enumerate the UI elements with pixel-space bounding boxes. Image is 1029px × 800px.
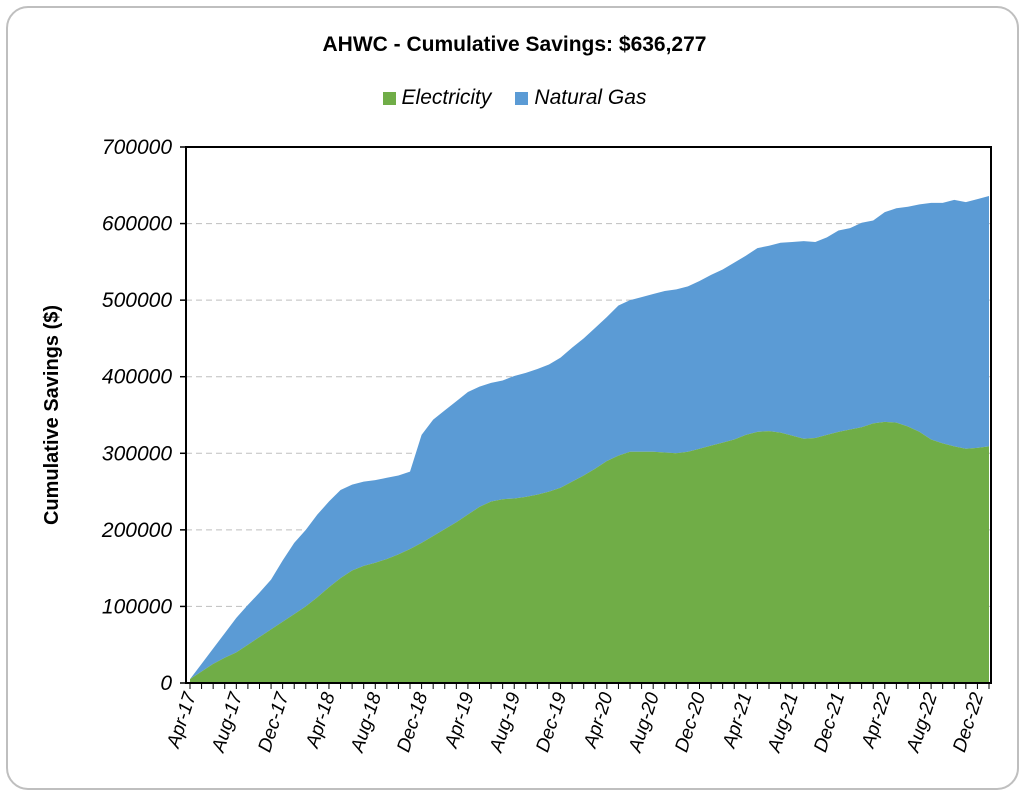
x-tick-label: Aug-19: [486, 690, 525, 756]
y-tick-label: 700000: [102, 136, 172, 159]
x-tick-label: Dec-17: [254, 689, 293, 755]
x-tick-label: Apr-21: [719, 690, 757, 751]
y-axis-label: Cumulative Savings ($): [41, 305, 63, 525]
x-tick-label: Apr-20: [580, 690, 618, 752]
x-tick-label: Aug-20: [625, 690, 664, 756]
x-tick-label: Aug-18: [347, 690, 386, 756]
y-tick-label: 300000: [102, 442, 172, 465]
y-tick-label: 200000: [101, 519, 172, 542]
y-tick-label: 0: [160, 672, 172, 695]
legend-item-electricity: Electricity: [382, 86, 492, 110]
y-tick-label: 400000: [102, 366, 172, 389]
legend-label-natural-gas: Natural Gas: [534, 86, 647, 109]
chart-legend: Electricity Natural Gas: [0, 86, 1029, 110]
area-electricity: [190, 421, 989, 683]
x-tick-label: Aug-21: [764, 690, 803, 756]
y-tick-label: 500000: [102, 289, 172, 312]
legend-label-electricity: Electricity: [401, 86, 492, 109]
y-tick-label: 600000: [102, 213, 172, 236]
x-tick-label: Aug-22: [903, 690, 942, 756]
x-tick-label: Dec-18: [393, 690, 432, 755]
x-tick-label: Apr-18: [302, 690, 340, 752]
area-natural-gas: [190, 196, 989, 680]
x-tick-label: Aug-17: [208, 689, 248, 756]
y-tick-label: 100000: [102, 595, 172, 618]
x-tick-label: Apr-22: [858, 690, 896, 752]
x-tick-label: Dec-19: [532, 690, 571, 755]
chart-title: AHWC - Cumulative Savings: $636,277: [322, 33, 707, 56]
legend-item-natural-gas: Natural Gas: [515, 86, 646, 110]
legend-swatch-natural-gas: [515, 91, 529, 105]
plot-area-border: [185, 146, 992, 684]
x-tick-label: Dec-21: [810, 690, 849, 755]
x-tick-label: Dec-22: [949, 690, 988, 755]
x-tick-label: Apr-19: [441, 690, 479, 752]
legend-swatch-electricity: [382, 91, 396, 105]
x-tick-label: Dec-20: [671, 690, 710, 755]
x-tick-label: Apr-17: [163, 689, 201, 752]
